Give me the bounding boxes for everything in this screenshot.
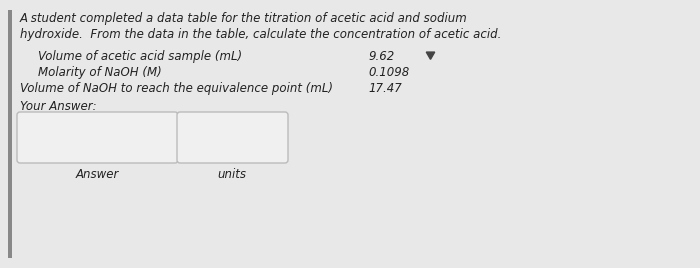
FancyBboxPatch shape xyxy=(17,112,178,163)
Text: hydroxide.  From the data in the table, calculate the concentration of acetic ac: hydroxide. From the data in the table, c… xyxy=(20,28,501,41)
Text: A student completed a data table for the titration of acetic acid and sodium: A student completed a data table for the… xyxy=(20,12,468,25)
Text: 0.1098: 0.1098 xyxy=(368,66,409,79)
Text: Volume of acetic acid sample (mL): Volume of acetic acid sample (mL) xyxy=(38,50,242,63)
Text: units: units xyxy=(218,168,246,181)
Text: 9.62: 9.62 xyxy=(368,50,394,63)
Text: Answer: Answer xyxy=(76,168,119,181)
Text: Molarity of NaOH (M): Molarity of NaOH (M) xyxy=(38,66,162,79)
Text: 17.47: 17.47 xyxy=(368,82,402,95)
FancyBboxPatch shape xyxy=(177,112,288,163)
Bar xyxy=(8,10,12,258)
Text: Volume of NaOH to reach the equivalence point (mL): Volume of NaOH to reach the equivalence … xyxy=(20,82,333,95)
Text: Your Answer:: Your Answer: xyxy=(20,100,97,113)
